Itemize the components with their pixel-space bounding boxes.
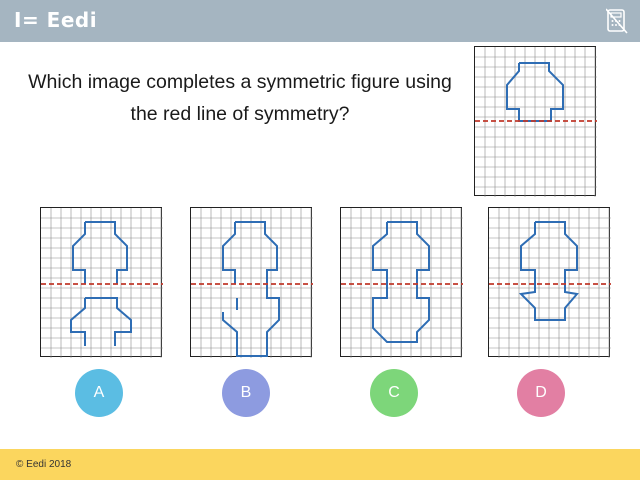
grid-lines (41, 208, 163, 358)
grid-lines (489, 208, 611, 358)
shape-outline (222, 222, 236, 284)
shape-outline (70, 298, 86, 346)
option-grid-d[interactable] (488, 207, 611, 358)
copyright-text: © Eedi 2018 (16, 459, 72, 470)
option-grid-a[interactable] (40, 207, 163, 358)
shape-outline (85, 297, 132, 346)
footer-bar: © Eedi 2018 (0, 449, 640, 480)
shape-outline (518, 221, 579, 321)
shape-outline (72, 222, 86, 284)
shape-outline (85, 221, 128, 284)
answer-label: D (535, 384, 547, 401)
answer-label: A (93, 384, 105, 401)
option-grid-c[interactable] (340, 207, 463, 358)
shape-outline (222, 284, 280, 357)
question-grid (474, 46, 597, 197)
calculator-disabled-icon (605, 8, 628, 39)
shape-outline (235, 221, 278, 284)
header-bar: I= Eedi (0, 0, 640, 42)
answer-button-a[interactable]: A (75, 369, 123, 417)
answer-button-b[interactable]: B (222, 369, 270, 417)
eedi-logo: I= Eedi (14, 8, 98, 32)
answer-button-c[interactable]: C (370, 369, 418, 417)
answer-button-d[interactable]: D (517, 369, 565, 417)
answer-label: B (240, 384, 252, 401)
question-text: Which image completes a symmetric figure… (20, 66, 460, 130)
question-line-1: Which image completes a symmetric figure… (28, 71, 452, 93)
grid-lines (341, 208, 463, 358)
shape-outline (372, 221, 430, 343)
question-line-2: the red line of symmetry? (130, 103, 350, 125)
option-grid-b[interactable] (190, 207, 313, 358)
grid-lines (191, 208, 313, 358)
answer-label: C (388, 384, 400, 401)
